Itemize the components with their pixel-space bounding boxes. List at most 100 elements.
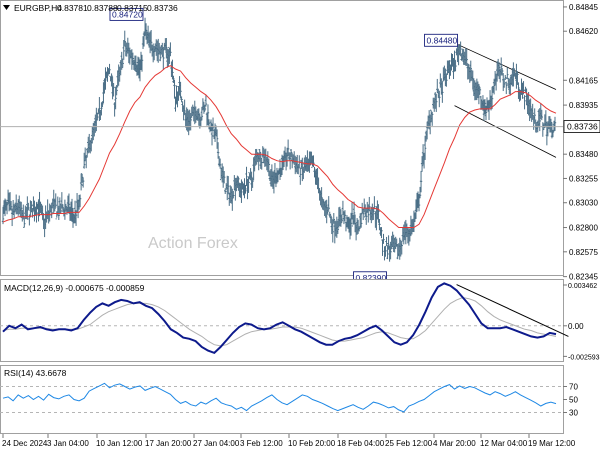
price-bar xyxy=(320,187,323,208)
price-bar xyxy=(144,23,148,40)
price-bar xyxy=(329,214,332,224)
price-bar xyxy=(5,201,9,215)
price-bar xyxy=(373,196,376,211)
price-bar xyxy=(417,194,421,212)
price-bar xyxy=(179,81,182,99)
price-bar xyxy=(372,207,375,220)
price-bar xyxy=(289,149,293,158)
price-bar xyxy=(251,176,254,188)
price-bar xyxy=(35,202,38,223)
price-bar xyxy=(245,166,248,187)
price-bar xyxy=(204,94,208,107)
price-bar xyxy=(380,227,383,239)
price-bar xyxy=(340,214,344,224)
price-bar xyxy=(501,68,504,76)
price-bar xyxy=(30,201,33,212)
price-bar xyxy=(505,81,508,95)
price-bar xyxy=(423,135,427,160)
y-tick-label: 0.84165 xyxy=(569,76,598,85)
price-bar xyxy=(350,202,354,220)
y-tick-label: 0.82345 xyxy=(569,273,598,282)
price-bar xyxy=(531,103,534,120)
price-bar xyxy=(79,173,83,191)
annotation-label: 0.84480 xyxy=(427,35,458,45)
y-tick-label: 0.83935 xyxy=(569,101,598,110)
price-bar xyxy=(465,49,468,67)
price-bar xyxy=(98,97,101,122)
x-tick-label: 27 Jan 04:00 xyxy=(193,439,240,448)
price-bar xyxy=(382,233,385,244)
macd-y-tick-label: -0.002593 xyxy=(568,354,600,361)
price-bar xyxy=(378,219,381,231)
price-bar xyxy=(365,208,368,225)
moving-average-line xyxy=(2,65,557,228)
x-tick-label: 19 Mar 12:00 xyxy=(528,439,576,448)
price-bar xyxy=(453,50,456,72)
price-bar xyxy=(483,99,487,115)
y-tick-label: 0.82575 xyxy=(569,248,598,257)
price-bar xyxy=(74,210,78,226)
price-bar xyxy=(180,96,183,103)
price-bar xyxy=(454,60,457,72)
price-bar xyxy=(140,54,144,72)
x-tick-label: 4 Mar 20:00 xyxy=(433,439,476,448)
price-bar xyxy=(209,119,213,131)
price-bar xyxy=(299,167,302,185)
price-bar xyxy=(27,202,30,211)
price-bar xyxy=(418,186,422,199)
rsi-y-tick-label: 50 xyxy=(569,396,578,405)
y-tick-label: 0.83480 xyxy=(569,150,598,159)
price-bar xyxy=(336,220,340,234)
price-bar xyxy=(431,111,434,126)
price-bar xyxy=(218,158,222,169)
price-bar xyxy=(533,108,536,124)
ohlc-high: 0.83788 xyxy=(87,3,118,13)
x-tick-label: 18 Feb 04:00 xyxy=(337,439,385,448)
price-bar xyxy=(123,30,126,46)
price-bar xyxy=(165,37,168,59)
price-bar xyxy=(332,213,335,224)
price-bar xyxy=(1,206,5,225)
macd-line xyxy=(2,282,557,355)
price-bar xyxy=(232,191,235,199)
price-bar xyxy=(538,108,541,132)
price-bar xyxy=(400,240,403,255)
price-bar xyxy=(523,95,526,110)
price-bar xyxy=(492,78,496,95)
collapse-triangle-icon[interactable] xyxy=(3,5,10,10)
price-annotation: 0.84480 xyxy=(424,33,458,47)
price-bar xyxy=(23,217,26,228)
ohlc-close: 0.83736 xyxy=(147,3,178,13)
ohlc-low: 0.83715 xyxy=(117,3,148,13)
price-bar xyxy=(247,176,250,193)
current-price-tag: 0.83736 xyxy=(563,120,600,133)
price-bar xyxy=(357,226,361,232)
price-y-axis: 0.84845 0.84620 0.84165 0.83935 0.83480 0.832… xyxy=(563,3,598,282)
price-bar xyxy=(122,39,125,60)
price-bar xyxy=(384,245,387,257)
price-bar xyxy=(189,112,192,131)
price-bar xyxy=(490,86,494,110)
channel-lower-line xyxy=(454,105,557,158)
annotation-label: 0.84720 xyxy=(112,9,143,19)
time-axis: 24 Dec 2024 3 Jan 04:00 10 Jan 12:00 17 Jan… xyxy=(2,434,576,448)
price-bar xyxy=(183,99,186,116)
price-bar xyxy=(223,170,226,184)
price-bar xyxy=(112,83,115,97)
price-bar xyxy=(367,204,370,223)
price-bar xyxy=(405,223,409,238)
price-bar xyxy=(121,58,124,69)
price-bar xyxy=(540,109,543,121)
price-bar xyxy=(114,86,117,110)
macd-y-axis: 0.003462 0.00 -0.002593 xyxy=(563,283,600,361)
rsi-y-tick-label: 70 xyxy=(569,383,578,392)
price-bar xyxy=(331,219,334,243)
price-bar xyxy=(9,201,13,211)
price-bar xyxy=(544,110,548,128)
price-bar xyxy=(200,106,204,121)
ohlc-open: 0.83781 xyxy=(57,3,88,13)
price-bar xyxy=(551,129,555,138)
price-bar xyxy=(96,112,99,121)
x-tick-label: 12 Mar 04:00 xyxy=(480,439,528,448)
